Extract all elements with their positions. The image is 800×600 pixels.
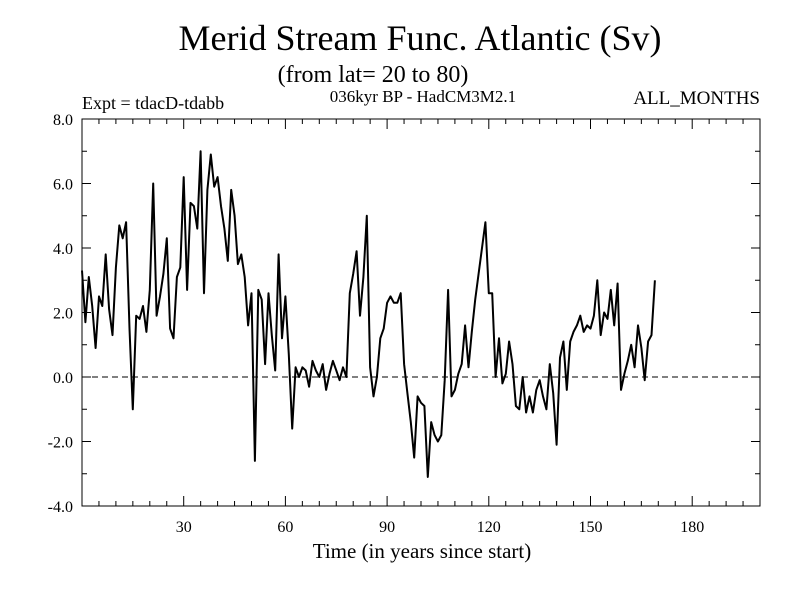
series-line [81, 150, 656, 478]
x-tick-label: 30 [176, 519, 192, 536]
y-tick-label: 8.0 [53, 112, 73, 129]
y-tick-label: 2.0 [53, 306, 73, 323]
x-tick-label: 180 [680, 519, 704, 536]
x-axis-label: Time (in years since start) [313, 539, 532, 563]
y-tick-label: 0.0 [53, 370, 73, 387]
y-tick-label: 6.0 [53, 177, 73, 194]
x-tick-label: 150 [579, 519, 603, 536]
x-tick-label: 60 [277, 519, 293, 536]
chart-title: Merid Stream Func. Atlantic (Sv) [179, 18, 662, 58]
model-label: 036kyr BP - HadCM3M2.1 [330, 87, 516, 106]
months-label: ALL_MONTHS [633, 88, 760, 109]
x-tick-label: 120 [477, 519, 501, 536]
chart-subtitle: (from lat= 20 to 80) [278, 62, 469, 88]
y-tick-label: 4.0 [53, 241, 73, 258]
plot-area: -4.0 -2.0 0.0 2.0 4.0 6.0 8.0 30 60 90 120 150 180 [48, 112, 761, 536]
y-tick-label: -2.0 [48, 435, 73, 452]
y-tick-label: -4.0 [48, 499, 73, 516]
experiment-label: Expt = tdacD-tdabb [82, 93, 224, 113]
x-tick-label: 90 [379, 519, 395, 536]
